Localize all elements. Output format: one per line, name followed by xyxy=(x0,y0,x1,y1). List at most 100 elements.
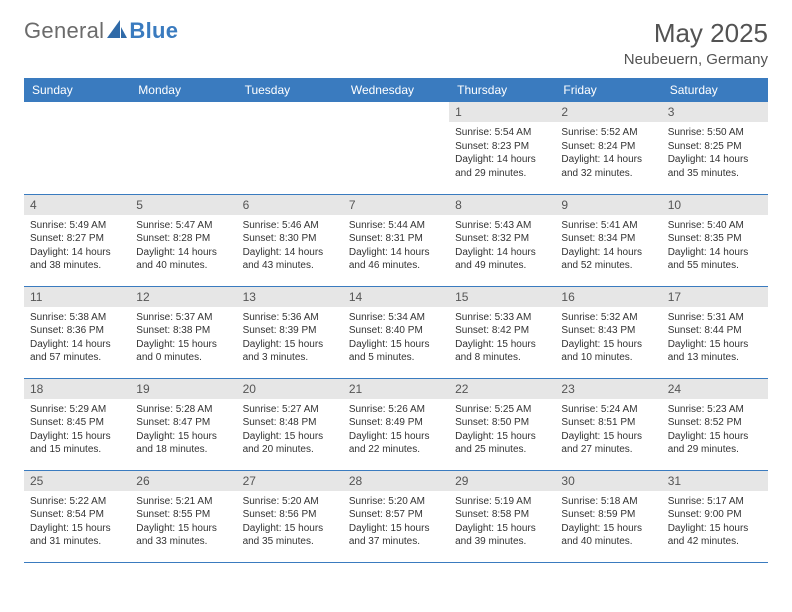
calendar-day-cell: 28Sunrise: 5:20 AMSunset: 8:57 PMDayligh… xyxy=(343,470,449,562)
sunset-text: Sunset: 8:58 PM xyxy=(455,508,549,522)
daylight-text: Daylight: 14 hours and 46 minutes. xyxy=(349,246,443,273)
calendar-table: Sunday Monday Tuesday Wednesday Thursday… xyxy=(24,78,768,563)
sunset-text: Sunset: 8:54 PM xyxy=(30,508,124,522)
daylight-text: Daylight: 14 hours and 35 minutes. xyxy=(668,153,762,180)
day-number: 3 xyxy=(662,102,768,122)
day-details: Sunrise: 5:44 AMSunset: 8:31 PMDaylight:… xyxy=(343,215,449,277)
daylight-text: Daylight: 15 hours and 33 minutes. xyxy=(136,522,230,549)
sunrise-text: Sunrise: 5:46 AM xyxy=(243,219,337,233)
calendar-week-row: 4Sunrise: 5:49 AMSunset: 8:27 PMDaylight… xyxy=(24,194,768,286)
sunrise-text: Sunrise: 5:40 AM xyxy=(668,219,762,233)
daylight-text: Daylight: 15 hours and 15 minutes. xyxy=(30,430,124,457)
daylight-text: Daylight: 15 hours and 25 minutes. xyxy=(455,430,549,457)
sunrise-text: Sunrise: 5:54 AM xyxy=(455,126,549,140)
sunrise-text: Sunrise: 5:19 AM xyxy=(455,495,549,509)
sunrise-text: Sunrise: 5:20 AM xyxy=(349,495,443,509)
weekday-header: Sunday xyxy=(24,78,130,102)
day-number: 24 xyxy=(662,379,768,399)
calendar-week-row: 18Sunrise: 5:29 AMSunset: 8:45 PMDayligh… xyxy=(24,378,768,470)
sunset-text: Sunset: 8:23 PM xyxy=(455,140,549,154)
calendar-day-cell: 22Sunrise: 5:25 AMSunset: 8:50 PMDayligh… xyxy=(449,378,555,470)
day-details: Sunrise: 5:34 AMSunset: 8:40 PMDaylight:… xyxy=(343,307,449,369)
sunrise-text: Sunrise: 5:21 AM xyxy=(136,495,230,509)
day-details: Sunrise: 5:33 AMSunset: 8:42 PMDaylight:… xyxy=(449,307,555,369)
title-block: May 2025 Neubeuern, Germany xyxy=(624,18,768,68)
day-number: 12 xyxy=(130,287,236,307)
sunset-text: Sunset: 8:51 PM xyxy=(561,416,655,430)
calendar-week-row: 25Sunrise: 5:22 AMSunset: 8:54 PMDayligh… xyxy=(24,470,768,562)
day-details: Sunrise: 5:23 AMSunset: 8:52 PMDaylight:… xyxy=(662,399,768,461)
weekday-header: Monday xyxy=(130,78,236,102)
calendar-day-cell: 24Sunrise: 5:23 AMSunset: 8:52 PMDayligh… xyxy=(662,378,768,470)
day-details: Sunrise: 5:54 AMSunset: 8:23 PMDaylight:… xyxy=(449,122,555,184)
calendar-day-cell: 23Sunrise: 5:24 AMSunset: 8:51 PMDayligh… xyxy=(555,378,661,470)
calendar-day-cell: 1Sunrise: 5:54 AMSunset: 8:23 PMDaylight… xyxy=(449,102,555,194)
daylight-text: Daylight: 15 hours and 29 minutes. xyxy=(668,430,762,457)
day-number: 19 xyxy=(130,379,236,399)
sunrise-text: Sunrise: 5:28 AM xyxy=(136,403,230,417)
sunset-text: Sunset: 8:44 PM xyxy=(668,324,762,338)
logo: General Blue xyxy=(24,18,178,44)
calendar-day-cell: 26Sunrise: 5:21 AMSunset: 8:55 PMDayligh… xyxy=(130,470,236,562)
sunset-text: Sunset: 8:49 PM xyxy=(349,416,443,430)
sunrise-text: Sunrise: 5:32 AM xyxy=(561,311,655,325)
day-details: Sunrise: 5:20 AMSunset: 8:57 PMDaylight:… xyxy=(343,491,449,553)
sunrise-text: Sunrise: 5:33 AM xyxy=(455,311,549,325)
day-number: 25 xyxy=(24,471,130,491)
daylight-text: Daylight: 15 hours and 35 minutes. xyxy=(243,522,337,549)
sunrise-text: Sunrise: 5:37 AM xyxy=(136,311,230,325)
sunset-text: Sunset: 8:42 PM xyxy=(455,324,549,338)
day-number: 27 xyxy=(237,471,343,491)
day-details: Sunrise: 5:31 AMSunset: 8:44 PMDaylight:… xyxy=(662,307,768,369)
daylight-text: Daylight: 15 hours and 3 minutes. xyxy=(243,338,337,365)
daylight-text: Daylight: 14 hours and 40 minutes. xyxy=(136,246,230,273)
calendar-day-cell: 6Sunrise: 5:46 AMSunset: 8:30 PMDaylight… xyxy=(237,194,343,286)
daylight-text: Daylight: 14 hours and 43 minutes. xyxy=(243,246,337,273)
day-details: Sunrise: 5:32 AMSunset: 8:43 PMDaylight:… xyxy=(555,307,661,369)
calendar-day-cell: 31Sunrise: 5:17 AMSunset: 9:00 PMDayligh… xyxy=(662,470,768,562)
calendar-day-cell: 12Sunrise: 5:37 AMSunset: 8:38 PMDayligh… xyxy=(130,286,236,378)
sunrise-text: Sunrise: 5:29 AM xyxy=(30,403,124,417)
sunrise-text: Sunrise: 5:27 AM xyxy=(243,403,337,417)
sunrise-text: Sunrise: 5:26 AM xyxy=(349,403,443,417)
daylight-text: Daylight: 15 hours and 22 minutes. xyxy=(349,430,443,457)
day-number: 21 xyxy=(343,379,449,399)
day-number: 26 xyxy=(130,471,236,491)
calendar-day-cell xyxy=(343,102,449,194)
daylight-text: Daylight: 15 hours and 31 minutes. xyxy=(30,522,124,549)
month-title: May 2025 xyxy=(624,18,768,49)
calendar-day-cell: 11Sunrise: 5:38 AMSunset: 8:36 PMDayligh… xyxy=(24,286,130,378)
day-details: Sunrise: 5:29 AMSunset: 8:45 PMDaylight:… xyxy=(24,399,130,461)
day-details: Sunrise: 5:40 AMSunset: 8:35 PMDaylight:… xyxy=(662,215,768,277)
day-details: Sunrise: 5:27 AMSunset: 8:48 PMDaylight:… xyxy=(237,399,343,461)
day-number: 28 xyxy=(343,471,449,491)
sunset-text: Sunset: 8:48 PM xyxy=(243,416,337,430)
sunrise-text: Sunrise: 5:34 AM xyxy=(349,311,443,325)
sunrise-text: Sunrise: 5:44 AM xyxy=(349,219,443,233)
daylight-text: Daylight: 15 hours and 18 minutes. xyxy=(136,430,230,457)
day-details: Sunrise: 5:38 AMSunset: 8:36 PMDaylight:… xyxy=(24,307,130,369)
day-details: Sunrise: 5:24 AMSunset: 8:51 PMDaylight:… xyxy=(555,399,661,461)
calendar-day-cell: 2Sunrise: 5:52 AMSunset: 8:24 PMDaylight… xyxy=(555,102,661,194)
daylight-text: Daylight: 15 hours and 10 minutes. xyxy=(561,338,655,365)
sunset-text: Sunset: 8:50 PM xyxy=(455,416,549,430)
sunset-text: Sunset: 9:00 PM xyxy=(668,508,762,522)
calendar-day-cell: 3Sunrise: 5:50 AMSunset: 8:25 PMDaylight… xyxy=(662,102,768,194)
weekday-header: Wednesday xyxy=(343,78,449,102)
daylight-text: Daylight: 15 hours and 13 minutes. xyxy=(668,338,762,365)
calendar-day-cell xyxy=(237,102,343,194)
calendar-day-cell: 25Sunrise: 5:22 AMSunset: 8:54 PMDayligh… xyxy=(24,470,130,562)
day-number: 30 xyxy=(555,471,661,491)
sunset-text: Sunset: 8:36 PM xyxy=(30,324,124,338)
day-number: 23 xyxy=(555,379,661,399)
day-details: Sunrise: 5:26 AMSunset: 8:49 PMDaylight:… xyxy=(343,399,449,461)
calendar-day-cell: 27Sunrise: 5:20 AMSunset: 8:56 PMDayligh… xyxy=(237,470,343,562)
day-number: 17 xyxy=(662,287,768,307)
daylight-text: Daylight: 14 hours and 32 minutes. xyxy=(561,153,655,180)
day-details: Sunrise: 5:43 AMSunset: 8:32 PMDaylight:… xyxy=(449,215,555,277)
sunrise-text: Sunrise: 5:36 AM xyxy=(243,311,337,325)
calendar-day-cell: 14Sunrise: 5:34 AMSunset: 8:40 PMDayligh… xyxy=(343,286,449,378)
daylight-text: Daylight: 15 hours and 37 minutes. xyxy=(349,522,443,549)
sunset-text: Sunset: 8:40 PM xyxy=(349,324,443,338)
calendar-day-cell: 13Sunrise: 5:36 AMSunset: 8:39 PMDayligh… xyxy=(237,286,343,378)
